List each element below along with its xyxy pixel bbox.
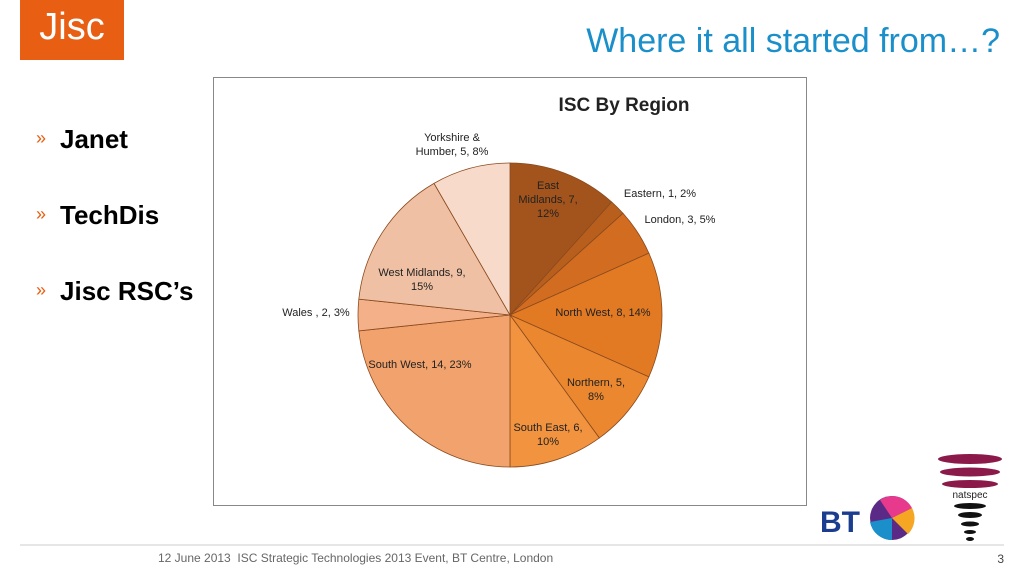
data-label: West Midlands, 9, 15% [378, 267, 466, 293]
pie-slice [358, 314, 511, 468]
pie-slice [358, 182, 511, 316]
bullet-text: Janet [60, 124, 128, 154]
bt-logo: BT [820, 496, 915, 541]
chart-title: ISC By Region [559, 95, 690, 116]
natspec-logo: natspec [938, 454, 1002, 541]
data-label: Yorkshire & Humber, 5, 8% [415, 132, 489, 158]
bullet-text: Jisc RSC’s [60, 276, 194, 306]
bullet: » Jisc RSC’s [36, 276, 194, 306]
logo-text: Jisc [39, 6, 105, 48]
bullet: » Janet [36, 124, 128, 154]
pie-slice [509, 252, 663, 378]
bullet-text: TechDis [60, 200, 160, 230]
pie-slice [433, 162, 511, 317]
data-label: Northern, 5, 8% [566, 377, 626, 403]
footer-text: 12 June 2013 ISC Strategic Technologies … [158, 551, 554, 565]
logo-box [20, 0, 124, 60]
pie-slice [509, 313, 600, 468]
data-label: South East, 6, 10% [513, 422, 583, 448]
data-label: London, 3, 5% [644, 214, 716, 226]
bullet: » TechDis [36, 200, 160, 230]
data-label: North West, 8, 14% [555, 307, 651, 319]
data-label: Eastern, 1, 2% [623, 188, 697, 200]
data-label: East Midlands, 7, 12% [518, 180, 578, 220]
bt-text: BT [820, 506, 860, 539]
natspec-text: natspec [952, 490, 987, 501]
slide-title: Where it all started from…? [586, 22, 1000, 60]
data-label: Wales , 2, 3% [282, 307, 350, 319]
pie-slice [509, 162, 613, 317]
page-number: 3 [997, 552, 1004, 566]
data-label: South West, 14, 23% [368, 359, 472, 371]
